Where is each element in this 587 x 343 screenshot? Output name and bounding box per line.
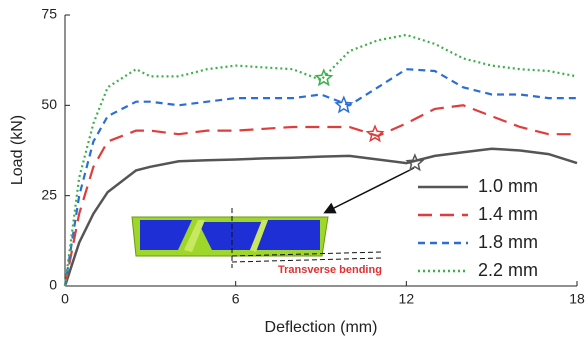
y-tick-label: 75 <box>41 6 57 22</box>
star-marker <box>407 155 422 170</box>
x-tick-label: 0 <box>61 291 69 307</box>
x-tick-label: 12 <box>399 291 415 307</box>
star-marker <box>367 126 382 141</box>
y-axis-label: Load (kN) <box>9 115 26 185</box>
annotation: Transverse bending <box>278 264 382 276</box>
y-tick-label: 0 <box>49 277 57 293</box>
star-marker <box>336 97 351 112</box>
x-axis-label: Deflection (mm) <box>265 319 378 336</box>
legend-label: 1.0 mm <box>478 176 538 196</box>
x-tick-label: 6 <box>232 291 240 307</box>
chart: Deflection (mm) Load (kN) Transverse ben… <box>0 0 587 343</box>
y-tick-label: 25 <box>41 186 57 202</box>
legend-label: 1.8 mm <box>478 232 538 252</box>
legend-label: 1.4 mm <box>478 204 538 224</box>
legend-label: 2.2 mm <box>478 260 538 280</box>
inset-diagram <box>132 168 414 268</box>
x-tick-label: 18 <box>569 291 585 307</box>
y-tick-label: 50 <box>41 96 57 112</box>
